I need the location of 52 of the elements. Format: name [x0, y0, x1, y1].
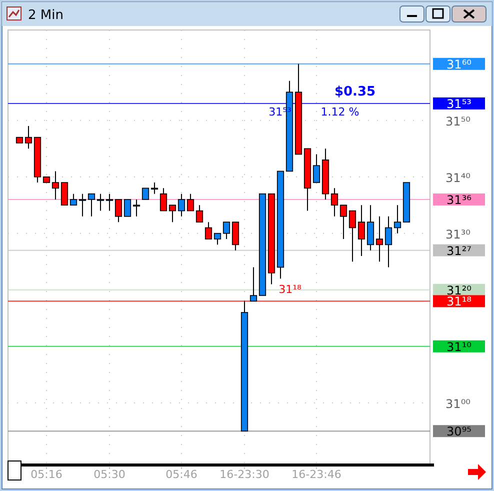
- candlestick: [70, 193, 78, 206]
- candlestick: [376, 216, 384, 262]
- candlestick: [160, 188, 168, 212]
- ref-line-label: 31²⁷: [446, 244, 472, 258]
- candlestick: [142, 188, 150, 200]
- ref-line-label: 31⁵³: [446, 96, 472, 111]
- y-tick-label: 31⁰⁰: [446, 396, 471, 411]
- candlestick: [222, 222, 230, 240]
- candlestick: [24, 126, 32, 150]
- y-tick-label: 31⁵⁰: [446, 114, 471, 128]
- annotation: 1.12 %: [320, 105, 360, 118]
- candlestick: [106, 193, 114, 212]
- candlestick: [196, 204, 204, 223]
- candlestick: [358, 204, 366, 256]
- ref-line-label: 31⁶⁰: [446, 57, 472, 72]
- candlestick: [384, 216, 392, 268]
- candlestick: [96, 193, 104, 212]
- candlestick: [250, 266, 258, 302]
- y-tick-label: 31³⁰: [446, 227, 471, 242]
- y-tick-label: 31⁴⁰: [446, 170, 471, 185]
- candlestick: [330, 188, 338, 217]
- candlestick: [114, 198, 122, 223]
- x-tick-label: 05:30: [94, 468, 126, 481]
- candlestick: [52, 170, 60, 200]
- candlestick: [340, 204, 348, 240]
- annotation: $0.35: [334, 84, 376, 100]
- ref-line-label: 30⁹⁵: [446, 424, 472, 439]
- x-tick-label: 16-23:30: [220, 468, 270, 481]
- candlestick: [394, 204, 402, 234]
- candlestick: [348, 210, 356, 262]
- candlestick: [78, 193, 86, 217]
- ref-line-label: 31³⁶: [446, 192, 472, 207]
- candlestick: [124, 199, 132, 217]
- candlestick: [204, 222, 212, 240]
- candlestick: [168, 204, 176, 223]
- ref-line-label: 31¹⁸: [446, 294, 472, 309]
- x-tick-label: 16-23:46: [292, 468, 342, 481]
- chart-title: 2 Min: [28, 8, 64, 23]
- candlestick: [60, 182, 68, 206]
- x-tick-label: 05:16: [30, 468, 62, 481]
- ref-line-label: 31²⁰: [446, 283, 472, 298]
- candlestick: [366, 204, 374, 251]
- candlestick: [214, 232, 222, 246]
- candlestick: [186, 193, 194, 212]
- annotation: 31¹⁸: [278, 283, 302, 296]
- candlestick: [132, 198, 140, 217]
- candlestick: [312, 154, 320, 184]
- ref-line-label: 31¹⁰: [446, 340, 472, 354]
- candlestick: [232, 222, 240, 251]
- candlestick: [88, 193, 96, 217]
- candlestick: [178, 193, 186, 217]
- x-tick-label: 05:46: [166, 468, 198, 481]
